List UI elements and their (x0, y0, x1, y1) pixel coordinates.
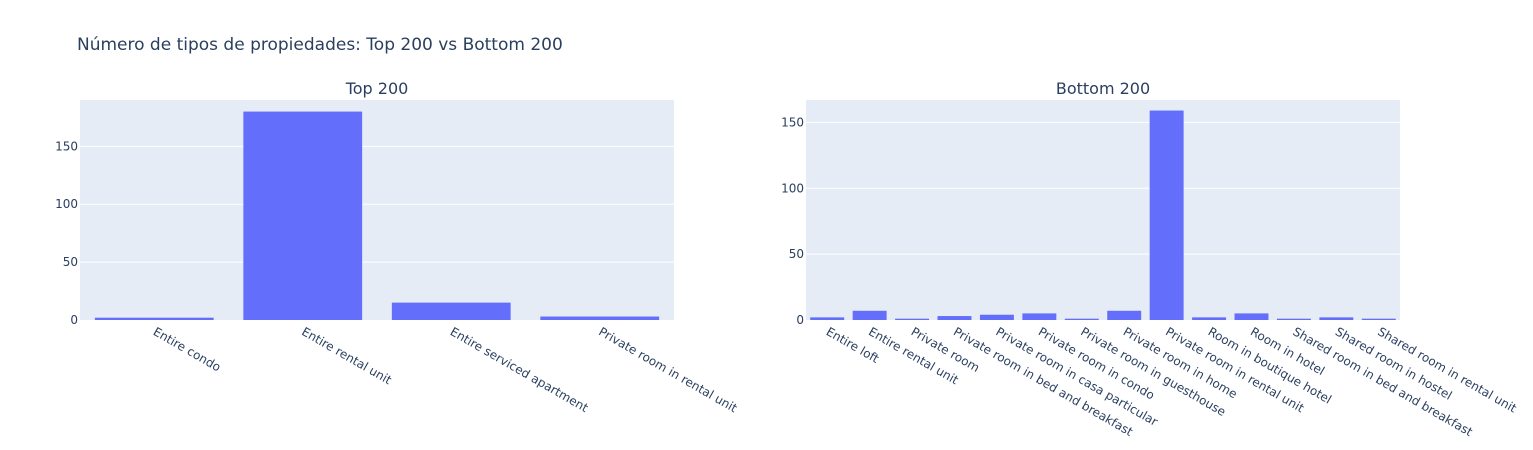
bar-shared-room-in-rental-unit[interactable] (1361, 318, 1396, 320)
y-tick-label: 100 (781, 181, 804, 195)
bar-private-room-in-rental-unit[interactable] (540, 316, 660, 320)
x-tick-label: Entire rental unit (299, 324, 394, 387)
bar-entire-rental-unit[interactable] (852, 310, 887, 320)
y-tick-label: 100 (55, 197, 78, 211)
bar-entire-loft[interactable] (810, 317, 845, 320)
x-tick-label: Entire condo (151, 324, 223, 374)
bar-room-in-boutique-hotel[interactable] (1192, 317, 1227, 320)
bar-private-room-in-guesthouse[interactable] (1064, 318, 1099, 320)
subplot-title-top-200: Top 200 (345, 79, 409, 98)
y-tick-label: 150 (781, 115, 804, 129)
y-tick-label: 0 (796, 313, 804, 327)
x-tick-label: Entire serviced apartment (448, 324, 591, 415)
bar-entire-serviced-apartment[interactable] (391, 302, 511, 320)
bar-private-room[interactable] (895, 318, 930, 320)
y-tick-label: 50 (789, 247, 804, 261)
bar-shared-room-in-bed-and-breakfast[interactable] (1276, 318, 1311, 320)
plot-area-top-200 (80, 100, 674, 320)
subplot-title-bottom-200: Bottom 200 (1056, 79, 1150, 98)
y-tick-label: 50 (63, 255, 78, 269)
bar-room-in-hotel[interactable] (1234, 313, 1269, 320)
bar-private-room-in-casa-particular[interactable] (979, 314, 1014, 320)
bar-shared-room-in-hostel[interactable] (1319, 317, 1354, 320)
bar-entire-rental-unit[interactable] (243, 111, 363, 320)
plot-area-bottom-200 (806, 100, 1400, 320)
bar-private-room-in-bed-and-breakfast[interactable] (937, 316, 972, 320)
chart-title: Número de tipos de propiedades: Top 200 … (77, 35, 563, 55)
y-tick-label: 150 (55, 139, 78, 153)
panel-top-200: Top 200 0 50 100 150 Entire condo Entire ren… (55, 79, 740, 415)
y-tick-label: 0 (70, 313, 78, 327)
bar-entire-condo[interactable] (94, 317, 214, 320)
bar-private-room-in-home[interactable] (1107, 310, 1142, 320)
bar-private-room-in-condo[interactable] (1022, 313, 1057, 320)
x-tick-label: Shared room in bed and breakfast (1290, 324, 1475, 439)
bar-private-room-in-rental-unit[interactable] (1149, 110, 1184, 320)
x-tick-label: Private room in rental unit (596, 324, 740, 415)
